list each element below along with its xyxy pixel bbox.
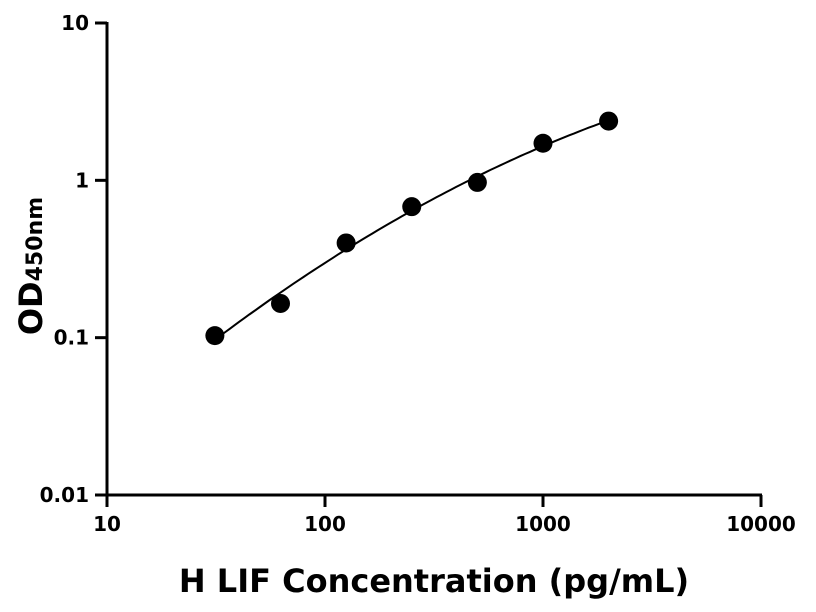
x-axis-label: H LIF Concentration (pg/mL) (179, 562, 689, 600)
x-ticks: 10 100 1000 10000 (93, 495, 796, 536)
data-point (336, 233, 356, 253)
y-ticks: 0.01 0.1 1 10 (40, 11, 107, 507)
x-tick-label: 1000 (515, 512, 571, 536)
y-axis-label-main: OD (12, 281, 50, 335)
y-tick-label: 10 (61, 11, 89, 35)
data-point (599, 111, 619, 131)
data-points-layer (205, 111, 619, 346)
x-tick-label: 10 (93, 512, 121, 536)
y-tick-label: 0.01 (40, 483, 89, 507)
y-axis-label-subscript: 450nm (23, 197, 48, 282)
y-tick-label: 0.1 (54, 326, 89, 350)
data-point (271, 293, 291, 313)
x-tick-label: 100 (304, 512, 346, 536)
x-tick-label: 10000 (726, 512, 796, 536)
y-axis-label: OD450nm (12, 197, 50, 335)
data-point (533, 133, 553, 153)
y-tick-label: 1 (75, 168, 89, 192)
data-point (205, 326, 225, 346)
data-point (402, 197, 422, 217)
data-point (467, 172, 487, 192)
